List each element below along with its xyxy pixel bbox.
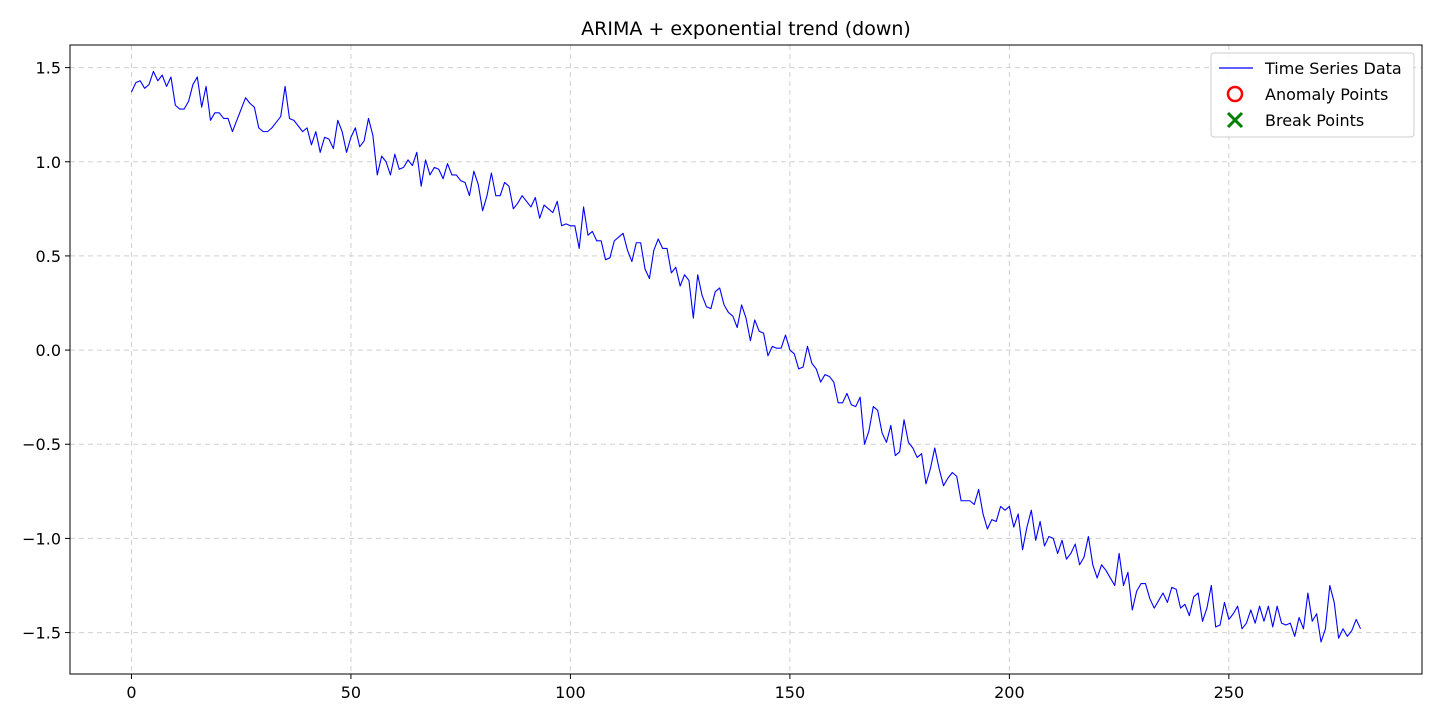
data-layer [130,70,1362,643]
legend-box [1210,52,1415,138]
x-tick-label: 0 [126,683,136,702]
x-tick-label: 200 [994,683,1025,702]
y-tick-label: 1.0 [36,153,61,172]
x-tick-label: 50 [341,683,361,702]
y-tick-label: 0.5 [36,247,61,266]
x-tick-label: 150 [775,683,806,702]
legend-break-marker [1226,111,1244,129]
y-tick-label: −1.0 [22,529,61,548]
y-tick-label: 0.0 [36,341,61,360]
series-line [130,70,1362,643]
x-tick-label: 250 [1214,683,1245,702]
legend-anomaly-marker [1226,85,1244,103]
x-tick-label: 100 [555,683,586,702]
grid-layer [70,45,1422,674]
y-tick-label: 1.5 [36,59,61,78]
chart-title: ARIMA + exponential trend (down) [581,18,911,40]
legend-label: Anomaly Points [1265,85,1388,104]
axes-layer: 0 50 100 150 200 250 1.5 1.0 0.5 0.0 −0.5 −1.0 −1.5 [22,44,1423,702]
legend-label: Break Points [1265,111,1364,130]
y-tick-label: −0.5 [22,435,61,454]
y-tick-label: −1.5 [22,624,61,643]
legend-label: Time Series Data [1264,59,1402,78]
legend: Time Series Data Anomaly Points Break Poin… [1210,52,1415,138]
plot-frame [69,44,1423,675]
